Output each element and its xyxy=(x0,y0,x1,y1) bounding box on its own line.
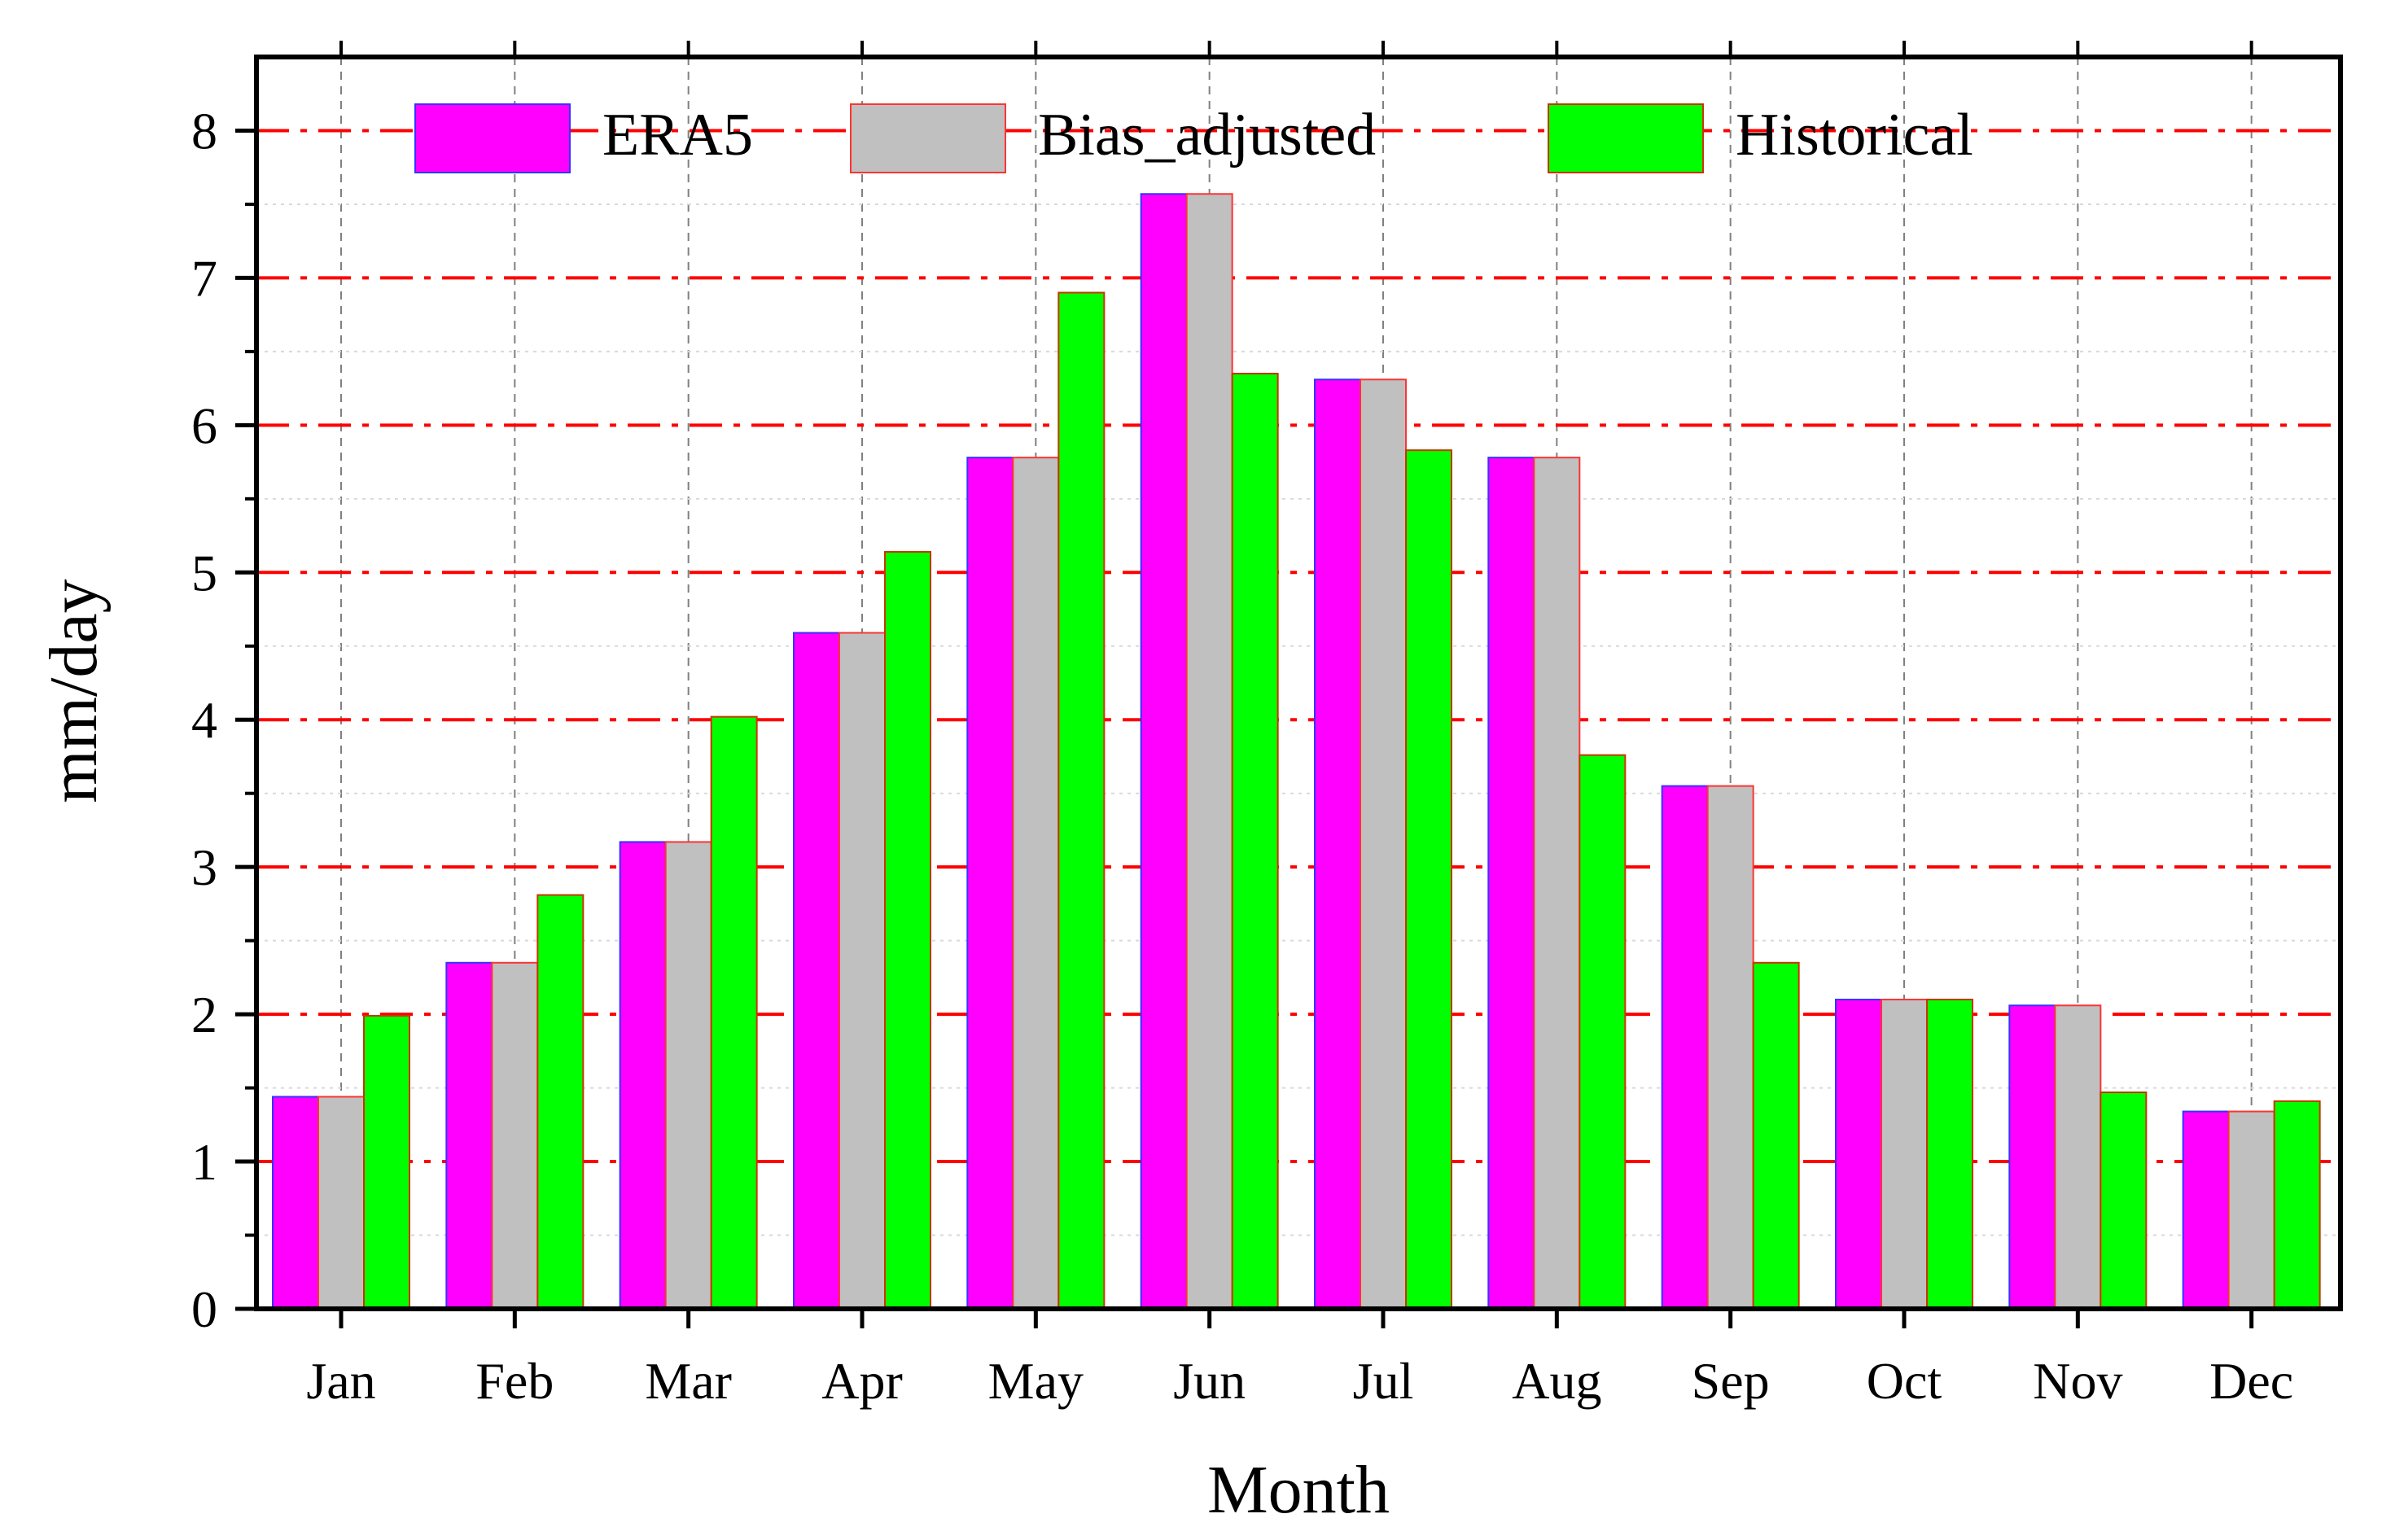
x-tick-label: May xyxy=(988,1352,1084,1410)
plot-frame xyxy=(254,55,2343,1311)
ticks-layer: 0 1 2 3 4 5 6 7 8 Jan Feb Mar Apr May Jun Jul Aug Sep Oct N… xyxy=(191,41,2293,1410)
bar-bias-adjusted-feb xyxy=(491,961,539,1310)
y-tick-label: 8 xyxy=(191,102,217,160)
bar-bias-adjusted-dec xyxy=(2227,1110,2275,1310)
bar-bias-adjusted-jul xyxy=(1360,378,1407,1310)
bar-era5-dec xyxy=(2182,1110,2230,1310)
y-tick-label: 1 xyxy=(191,1133,217,1191)
legend-label: ERA5 xyxy=(602,102,753,168)
y-tick-label: 7 xyxy=(191,249,217,307)
bar-bias-adjusted-jun xyxy=(1185,193,1233,1310)
bar-historical-jun xyxy=(1231,373,1279,1310)
x-tick-label: Sep xyxy=(1692,1352,1770,1410)
bar-era5-nov xyxy=(2008,1004,2056,1310)
x-tick-label: Jun xyxy=(1173,1352,1246,1410)
x-tick-label: Oct xyxy=(1867,1352,1942,1410)
bar-historical-apr xyxy=(884,550,931,1310)
bar-era5-feb xyxy=(445,961,493,1310)
y-tick-label: 4 xyxy=(191,691,217,749)
legend: ERA5 Bias_adjusted Historical xyxy=(414,102,1973,173)
bar-historical-may xyxy=(1057,291,1106,1310)
bar-historical-jan xyxy=(363,1014,410,1310)
bar-historical-dec xyxy=(2273,1100,2321,1310)
bar-bias-adjusted-jan xyxy=(317,1096,365,1310)
y-tick-label: 2 xyxy=(191,986,217,1043)
y-tick-label: 3 xyxy=(191,838,217,896)
bar-bias-adjusted-may xyxy=(1012,457,1060,1310)
bar-era5-mar xyxy=(619,841,667,1310)
y-tick-label: 6 xyxy=(191,396,217,454)
bar-bias-adjusted-oct xyxy=(1881,999,1928,1310)
bar-bias-adjusted-nov xyxy=(2054,1004,2102,1310)
bar-historical-jul xyxy=(1405,449,1452,1310)
bar-era5-aug xyxy=(1487,457,1535,1310)
x-tick-label: Aug xyxy=(1512,1352,1601,1410)
bar-era5-jun xyxy=(1140,193,1188,1310)
bars-layer xyxy=(272,193,2321,1310)
bar-era5-oct xyxy=(1835,999,1882,1310)
x-tick-label: Jan xyxy=(306,1352,375,1410)
x-tick-label: Mar xyxy=(645,1352,732,1410)
x-tick-label: Nov xyxy=(2033,1352,2122,1410)
bar-historical-nov xyxy=(2100,1092,2148,1310)
y-tick-label: 0 xyxy=(191,1280,217,1338)
bar-era5-sep xyxy=(1661,785,1709,1310)
x-tick-label: Jul xyxy=(1353,1352,1414,1410)
bar-historical-oct xyxy=(1926,999,1973,1310)
bar-era5-jan xyxy=(272,1096,319,1310)
bar-era5-may xyxy=(966,457,1014,1310)
y-tick-label: 5 xyxy=(191,544,217,602)
x-tick-label: Feb xyxy=(475,1352,554,1410)
bar-bias-adjusted-apr xyxy=(839,632,886,1310)
bar-historical-sep xyxy=(1752,961,1800,1310)
bar-historical-aug xyxy=(1579,754,1627,1310)
x-tick-label: Dec xyxy=(2209,1352,2293,1410)
legend-swatch-era5 xyxy=(414,103,571,173)
legend-label: Bias_adjusted xyxy=(1038,102,1376,168)
legend-swatch-bias-adjusted xyxy=(850,103,1006,173)
legend-label: Historical xyxy=(1736,102,1973,168)
bar-historical-mar xyxy=(710,715,758,1310)
bar-historical-feb xyxy=(536,894,585,1310)
axes-layer xyxy=(254,55,2343,1311)
x-tick-label: Apr xyxy=(821,1352,903,1410)
bar-era5-apr xyxy=(793,632,840,1310)
bar-bias-adjusted-aug xyxy=(1533,457,1581,1310)
bar-era5-jul xyxy=(1314,378,1361,1310)
bar-bias-adjusted-sep xyxy=(1706,785,1754,1310)
legend-swatch-historical xyxy=(1548,103,1704,173)
bar-bias-adjusted-mar xyxy=(664,841,712,1310)
x-axis-title: Month xyxy=(1207,1452,1390,1528)
y-axis-title: mm/day xyxy=(36,579,112,803)
